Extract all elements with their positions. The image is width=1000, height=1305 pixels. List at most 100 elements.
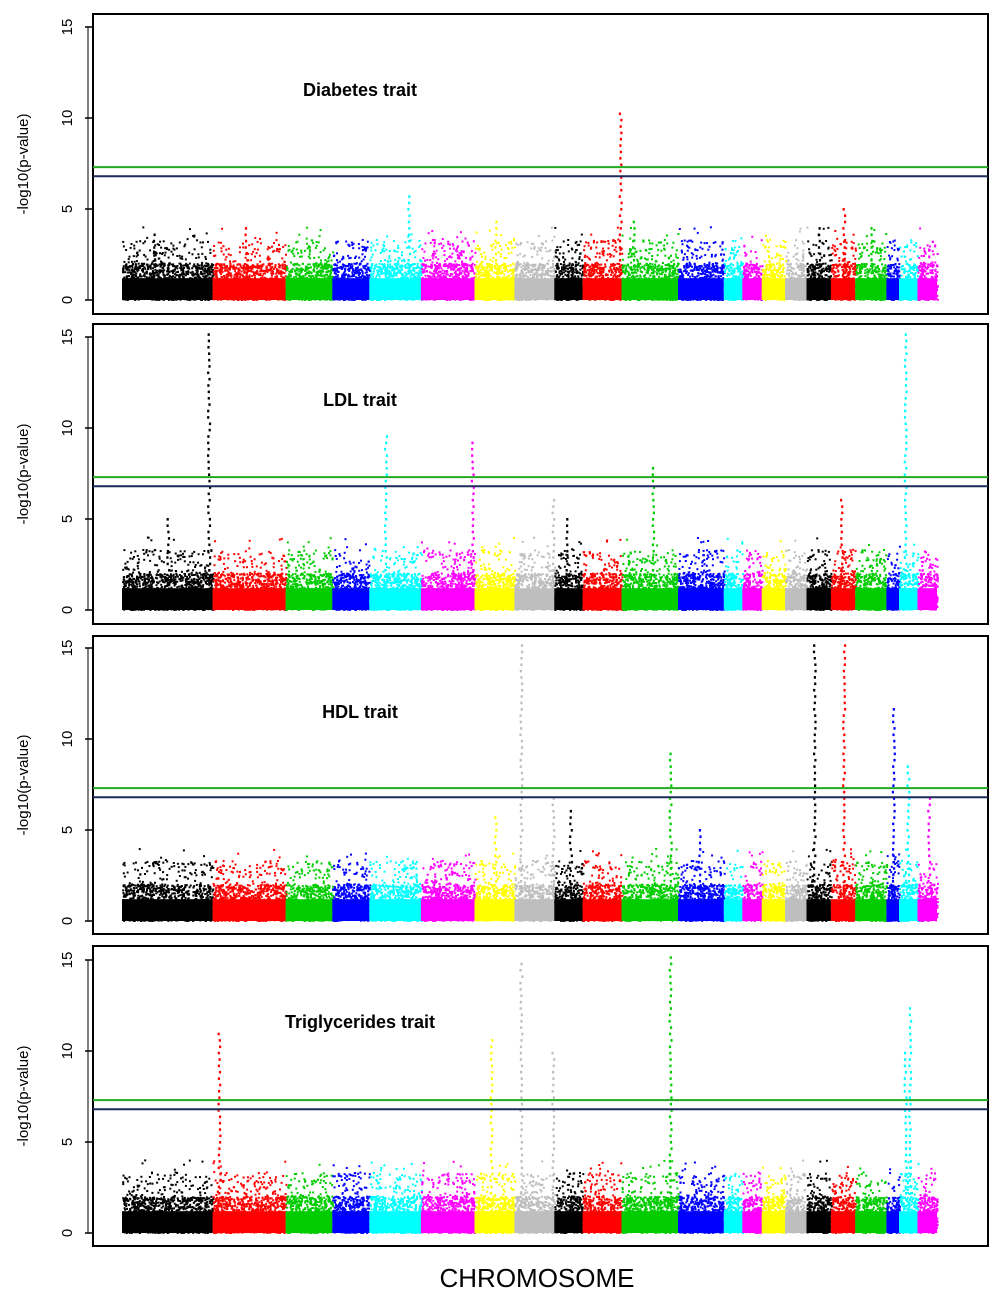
chromosome-base-band <box>918 1211 938 1233</box>
peak-3 <box>519 963 523 1208</box>
chromosome-base-band <box>213 588 286 610</box>
chromosome-base-band <box>785 899 806 921</box>
chromosome-base-band <box>514 1211 554 1233</box>
y-tick-label: 5 <box>59 205 76 213</box>
chromosome-base-band <box>762 899 785 921</box>
chromosome-base-band <box>918 899 938 921</box>
peak-6 <box>632 221 636 275</box>
manhattan-svg: 051015-log10(p-value)Diabetes trait05101… <box>0 0 1000 1300</box>
chromosome-base-band <box>899 588 918 610</box>
chromosome-base-band <box>918 278 938 300</box>
chromosome-base-band <box>332 899 369 921</box>
peak-11 <box>927 797 931 895</box>
chromosome-base-band <box>514 278 554 300</box>
chromosome-base-band <box>475 899 515 921</box>
peak-2 <box>207 333 211 584</box>
peak-10 <box>906 765 910 895</box>
peak-9 <box>904 333 908 584</box>
y-tick-label: 5 <box>59 515 76 523</box>
chromosome-base-band <box>622 1211 679 1233</box>
chromosome-base-band <box>475 1211 515 1233</box>
chromosome-base-band <box>213 1211 286 1233</box>
y-tick-label: 5 <box>59 826 76 834</box>
chromosome-base-band <box>622 899 679 921</box>
peak-5 <box>669 956 673 1207</box>
chromosome-base-band <box>785 588 806 610</box>
chromosome-base-band <box>807 899 831 921</box>
chromosome-base-band <box>122 278 213 300</box>
peak-7 <box>813 644 817 895</box>
chromosome-base-band <box>583 278 622 300</box>
y-tick-label: 10 <box>59 731 76 748</box>
chromosome-base-band <box>369 588 421 610</box>
y-tick-label: 15 <box>59 329 76 346</box>
chromosome-base-band <box>286 1211 333 1233</box>
chromosome-base-band <box>369 899 421 921</box>
peak-1 <box>218 1033 222 1208</box>
chromosome-base-band <box>724 899 743 921</box>
chromosome-base-band <box>213 899 286 921</box>
chromosome-base-band <box>724 588 743 610</box>
chromosome-base-band <box>554 588 582 610</box>
chromosome-base-band <box>807 1211 831 1233</box>
y-tick-label: 0 <box>59 296 76 304</box>
chromosome-base-band <box>886 278 899 300</box>
peak-4 <box>471 442 475 585</box>
panel-title: HDL trait <box>322 702 398 722</box>
chromosome-base-band <box>332 588 369 610</box>
panel-title: Triglycerides trait <box>285 1012 435 1032</box>
chromosome-base-band <box>332 1211 369 1233</box>
y-axis-label: -log10(p-value) <box>15 424 32 525</box>
chromosome-base-band <box>899 278 918 300</box>
chromosome-base-band <box>421 899 475 921</box>
chromosome-base-band <box>622 588 679 610</box>
chromosome-base-band <box>762 588 785 610</box>
y-tick-label: 15 <box>59 640 76 657</box>
y-tick-label: 0 <box>59 1229 76 1237</box>
chromosome-base-band <box>583 588 622 610</box>
chromosome-base-band <box>583 899 622 921</box>
chromosome-base-band <box>554 278 582 300</box>
chromosome-base-band <box>514 899 554 921</box>
chromosome-base-band <box>742 588 762 610</box>
chromosome-base-band <box>855 899 886 921</box>
y-tick-label: 15 <box>59 19 76 36</box>
chromosome-base-band <box>122 1211 213 1233</box>
chromosome-base-band <box>886 899 899 921</box>
chromosome-base-band <box>678 278 724 300</box>
chromosome-base-band <box>807 278 831 300</box>
chromosome-base-band <box>742 278 762 300</box>
peak-2 <box>519 644 523 895</box>
chromosome-base-band <box>762 278 785 300</box>
peak-3 <box>384 435 388 584</box>
chromosome-base-band <box>421 278 475 300</box>
peak-3 <box>551 797 555 895</box>
peak-2 <box>490 1039 494 1207</box>
y-tick-label: 15 <box>59 952 76 969</box>
chromosome-base-band <box>475 278 515 300</box>
chromosome-base-band <box>678 588 724 610</box>
chromosome-base-band <box>122 588 213 610</box>
x-axis-label: CHROMOSOME <box>440 1263 635 1293</box>
chromosome-base-band <box>831 1211 855 1233</box>
y-axis-label: -log10(p-value) <box>15 114 32 215</box>
y-axis-label: -log10(p-value) <box>15 735 32 836</box>
chromosome-base-band <box>724 1211 743 1233</box>
chromosome-base-band <box>583 1211 622 1233</box>
peak-1 <box>494 816 498 895</box>
panel-title: LDL trait <box>323 390 397 410</box>
chromosome-base-band <box>678 1211 724 1233</box>
chromosome-base-band <box>622 278 679 300</box>
chromosome-base-band <box>475 588 515 610</box>
chromosome-base-band <box>286 588 333 610</box>
chromosome-base-band <box>421 1211 475 1233</box>
chromosome-base-band <box>807 588 831 610</box>
chromosome-base-band <box>831 588 855 610</box>
chromosome-base-band <box>724 278 743 300</box>
chromosome-base-band <box>514 588 554 610</box>
chromosome-base-band <box>332 278 369 300</box>
